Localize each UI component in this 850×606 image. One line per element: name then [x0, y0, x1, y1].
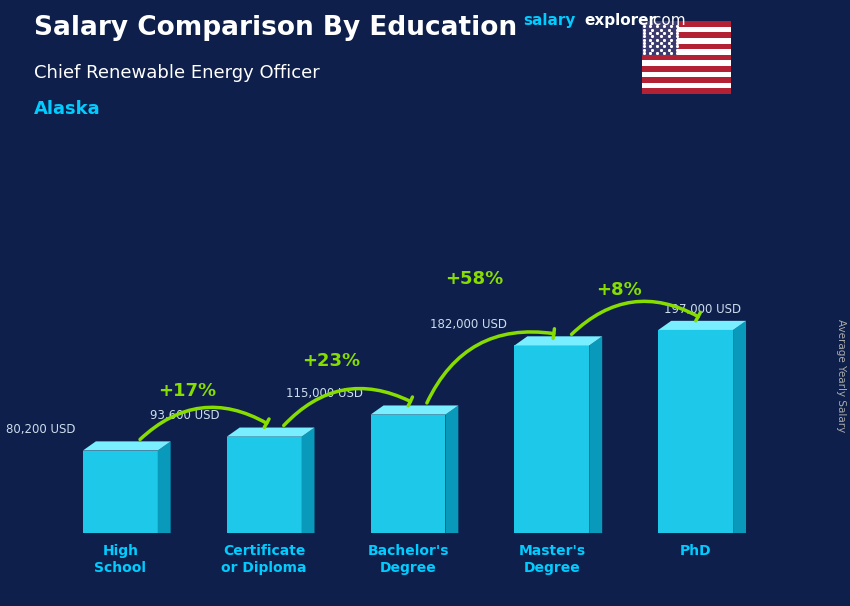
Text: Chief Renewable Energy Officer: Chief Renewable Energy Officer [34, 64, 320, 82]
Bar [642, 49, 731, 55]
Polygon shape [733, 321, 746, 533]
Bar [83, 450, 158, 533]
Polygon shape [658, 321, 746, 330]
Bar [642, 27, 731, 32]
Polygon shape [302, 428, 314, 533]
Text: +58%: +58% [445, 270, 504, 288]
Bar [642, 88, 731, 94]
Polygon shape [227, 428, 314, 437]
Bar [642, 21, 677, 55]
Text: Salary Comparison By Education: Salary Comparison By Education [34, 15, 517, 41]
Text: explorer: explorer [584, 13, 656, 28]
Bar [227, 437, 302, 533]
Text: +8%: +8% [596, 281, 642, 299]
Polygon shape [445, 405, 458, 533]
Text: Average Yearly Salary: Average Yearly Salary [836, 319, 846, 432]
Bar [642, 66, 731, 72]
Bar [658, 330, 733, 533]
Text: 197,000 USD: 197,000 USD [664, 303, 740, 316]
Text: Alaska: Alaska [34, 100, 100, 118]
Bar [642, 61, 731, 66]
Bar [642, 77, 731, 83]
Text: +17%: +17% [158, 382, 216, 400]
Bar [642, 55, 731, 61]
Bar [642, 72, 731, 77]
Bar [642, 32, 731, 38]
Text: .com: .com [649, 13, 686, 28]
Bar [371, 415, 445, 533]
Polygon shape [158, 441, 171, 533]
Bar [642, 83, 731, 88]
Text: 182,000 USD: 182,000 USD [430, 318, 507, 331]
Bar [642, 21, 731, 27]
Polygon shape [83, 441, 171, 450]
Bar [642, 44, 731, 49]
Text: 115,000 USD: 115,000 USD [286, 387, 364, 401]
Text: 93,600 USD: 93,600 USD [150, 410, 219, 422]
Polygon shape [589, 336, 602, 533]
Polygon shape [371, 405, 458, 415]
Text: 80,200 USD: 80,200 USD [6, 423, 76, 436]
Text: +23%: +23% [302, 351, 360, 370]
Text: salary: salary [523, 13, 575, 28]
Bar [642, 38, 731, 44]
Polygon shape [514, 336, 602, 345]
Bar [514, 345, 589, 533]
